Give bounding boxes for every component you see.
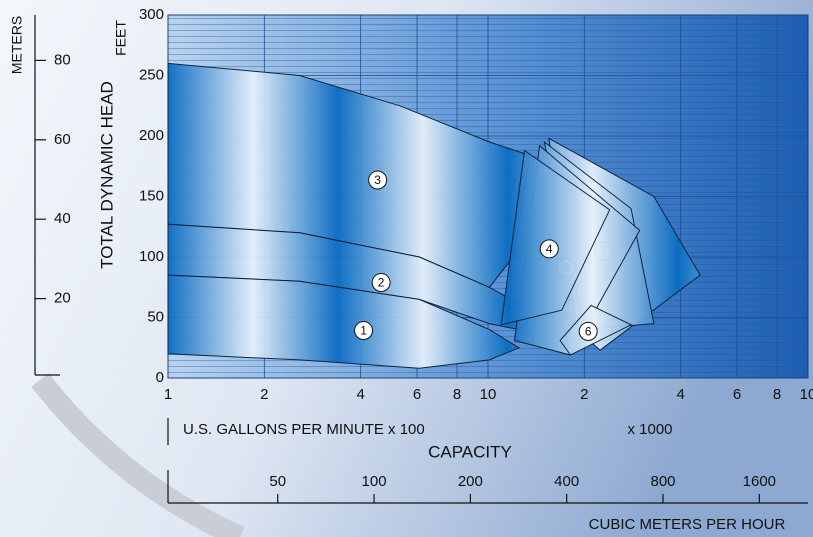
region-label: 1 [360,324,367,338]
x-tick-label: 8 [773,386,781,403]
y2-tick-label: 60 [54,131,71,148]
y2-tick-label: 80 [54,51,71,68]
x2-tick-label: 100 [362,473,387,490]
y-tick-label: 300 [139,6,164,23]
y-tick-label: 250 [139,66,164,83]
x-tick-label: 10 [480,386,497,403]
x-tick-label: 6 [733,386,741,403]
x-tick-label: 1 [164,386,172,403]
x-tick-label: 4 [356,386,364,403]
y-tick-label: 0 [156,369,164,386]
y-tick-label: 50 [147,308,164,325]
region-label: 4 [546,242,553,256]
x-axis-label-thousands: x 1000 [627,421,672,438]
x-tick-label: 4 [676,386,684,403]
x2-tick-label: 1600 [743,473,776,490]
x2-tick-label: 400 [554,473,579,490]
x2-axis-label: CUBIC METERS PER HOUR [589,516,786,533]
chart: TOTAL DYNAMIC HEAD METERS FEET U.S. GALL… [0,0,813,537]
page: {"chart_data": { "type": "region", "y_la… [0,0,813,537]
x-axis-label: U.S. GALLONS PER MINUTE x 100 [183,421,425,438]
x2-tick-label: 50 [269,473,286,490]
y-axis-label: TOTAL DYNAMIC HEAD [97,81,116,269]
x2-tick-label: 800 [650,473,675,490]
region-label: 3 [374,173,381,187]
x-tick-label: 6 [413,386,421,403]
y-tick-label: 150 [139,187,164,204]
y-tick-label: 100 [139,248,164,265]
region-label: 6 [585,325,592,339]
x-title: CAPACITY [428,442,512,461]
x-tick-label: 10 [800,386,813,403]
y-unit: FEET [113,20,129,56]
x2-tick-label: 200 [458,473,483,490]
x-tick-label: 2 [260,386,268,403]
y2-tick-label: 40 [54,210,71,227]
x-tick-label: 8 [453,386,461,403]
region-label: 2 [378,276,385,290]
y2-tick-label: 20 [54,290,71,307]
y-tick-label: 200 [139,127,164,144]
x-tick-label: 2 [580,386,588,403]
y2-unit: METERS [9,16,25,74]
